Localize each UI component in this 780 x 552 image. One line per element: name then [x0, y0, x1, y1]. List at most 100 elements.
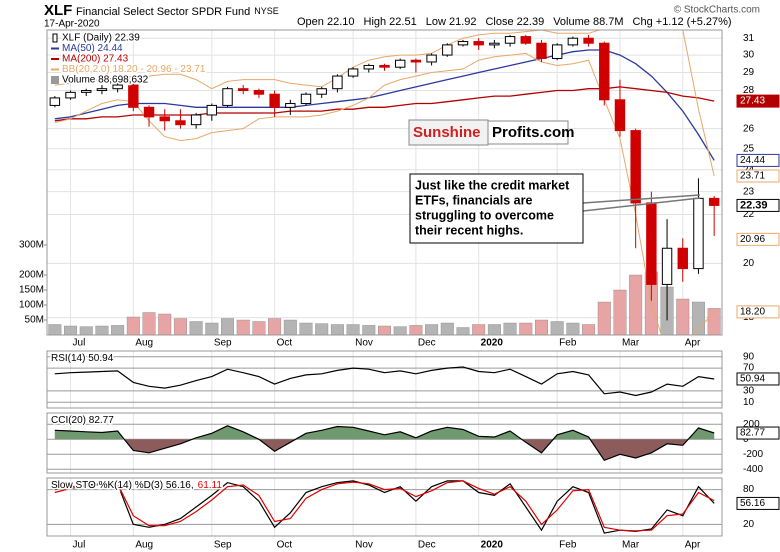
- volume-bar: [189, 321, 203, 335]
- volume-bar: [111, 325, 125, 335]
- candle-body: [567, 37, 579, 46]
- candle-body: [379, 64, 390, 68]
- annotation: Just like the credit market ETFs, financ…: [409, 173, 701, 244]
- series-line: [54, 480, 715, 532]
- value-tag: 22.39: [740, 199, 768, 211]
- clipped-layer: [54, 425, 715, 462]
- candle-body: [536, 42, 547, 60]
- x-tick-label: Sep: [214, 338, 232, 349]
- x-tick-label: Aug: [135, 540, 153, 551]
- volume-bar: [597, 301, 611, 335]
- candle-body: [630, 130, 641, 204]
- legend-entry: RSI(14) 50.94: [51, 353, 114, 364]
- volume-bar: [126, 316, 140, 335]
- area-negative: [54, 439, 715, 461]
- x-tick-label: Aug: [135, 338, 153, 349]
- volume-tick-label: 300M: [19, 240, 44, 251]
- x-tick-label: Sep: [214, 540, 232, 551]
- candle-body: [583, 37, 594, 44]
- panel-border: [46, 412, 723, 474]
- y-tick-label: 90: [743, 351, 755, 362]
- stat: Open 22.10: [297, 16, 355, 28]
- x-tick-label: Oct: [277, 338, 293, 349]
- y-tick-label: 20: [743, 519, 755, 530]
- candle-body: [489, 42, 500, 46]
- date: 17-Apr-2020: [44, 19, 100, 30]
- candle-body: [285, 103, 296, 108]
- volume-bar: [48, 324, 62, 335]
- candle-body: [96, 88, 108, 92]
- legend-icon: [51, 76, 59, 84]
- logo-left: Sunshine: [413, 124, 481, 141]
- volume-bar: [487, 324, 501, 335]
- volume-bar: [283, 319, 297, 335]
- series-line: [54, 366, 715, 397]
- callout-line: their recent highs.: [415, 223, 523, 237]
- x-tick-label: Apr: [685, 338, 701, 349]
- volume-bar: [519, 322, 533, 335]
- copyright: © StockCharts.com: [674, 5, 760, 16]
- value-tag-box: [736, 198, 780, 212]
- exchange: NYSE: [254, 6, 279, 16]
- legend: Slow STO %K(14) %D(3) 56.16, 61.11: [51, 480, 222, 491]
- volume-bar: [378, 325, 391, 335]
- value-tag: 18.20: [740, 307, 765, 318]
- volume-bar: [393, 326, 407, 335]
- candle-body: [661, 247, 673, 285]
- candle-body: [394, 59, 406, 68]
- y-tick-label: 80: [743, 484, 755, 495]
- candle-body: [316, 88, 327, 95]
- candle-body: [49, 97, 61, 106]
- x-tick-label: Mar: [622, 540, 640, 551]
- candle-body: [363, 64, 375, 70]
- volume-bar: [440, 322, 454, 335]
- x-tick-label: Dec: [418, 338, 436, 349]
- stat: Volume 88.7M: [553, 16, 623, 28]
- logo-right: Profits.com: [492, 124, 575, 141]
- volume-tick-label: 150M: [19, 285, 44, 296]
- candle-body: [410, 59, 422, 63]
- plot-area: 182022232425262829303150M100M150M200M300…: [19, 29, 780, 551]
- volume-bar: [582, 324, 596, 335]
- value-tag: 20.96: [740, 234, 765, 245]
- volume-bar: [95, 325, 109, 335]
- volume-tick-label: 50M: [25, 315, 44, 326]
- legend-icon: [52, 33, 58, 43]
- x-tick-label: Feb: [559, 540, 577, 551]
- x-tick-label: 2020: [481, 540, 504, 551]
- candle-body: [190, 114, 202, 126]
- volume-bar: [409, 325, 423, 335]
- callout-line: struggling to overcome: [415, 208, 554, 222]
- x-tick-label: Apr: [685, 540, 701, 551]
- y-tick-label: -400: [743, 464, 763, 475]
- x-tick-label: 2020: [481, 338, 504, 349]
- value-tag-box: [736, 232, 780, 246]
- legend-entry: 61.11: [198, 480, 223, 491]
- callout-arrow: [582, 194, 701, 204]
- value-tag-box: [736, 372, 780, 386]
- candle-body: [347, 68, 359, 77]
- symbol: XLF: [44, 2, 72, 19]
- candle-body: [175, 120, 186, 126]
- volume-bar: [425, 324, 439, 335]
- x-tick-label: Dec: [418, 540, 436, 551]
- value-tag: 27.43: [740, 96, 765, 107]
- value-tag-box: [736, 496, 780, 510]
- legend: RSI(14) 50.94: [51, 353, 114, 364]
- volume-bar: [158, 313, 172, 335]
- callout-arrow: [582, 197, 701, 212]
- candle-body: [551, 44, 563, 60]
- volume-bar: [299, 322, 313, 335]
- area-positive: [54, 425, 715, 440]
- candle-body: [300, 93, 312, 105]
- clipped-layer: [54, 480, 715, 534]
- candle-body: [457, 41, 469, 46]
- candle-body: [708, 197, 720, 206]
- candle-body: [206, 104, 218, 116]
- volume-bar: [330, 324, 344, 335]
- volume-bar: [629, 274, 643, 335]
- volume-bar: [691, 301, 705, 335]
- candle-body: [222, 88, 233, 106]
- volume-bar: [346, 324, 360, 335]
- candle-body: [332, 75, 343, 90]
